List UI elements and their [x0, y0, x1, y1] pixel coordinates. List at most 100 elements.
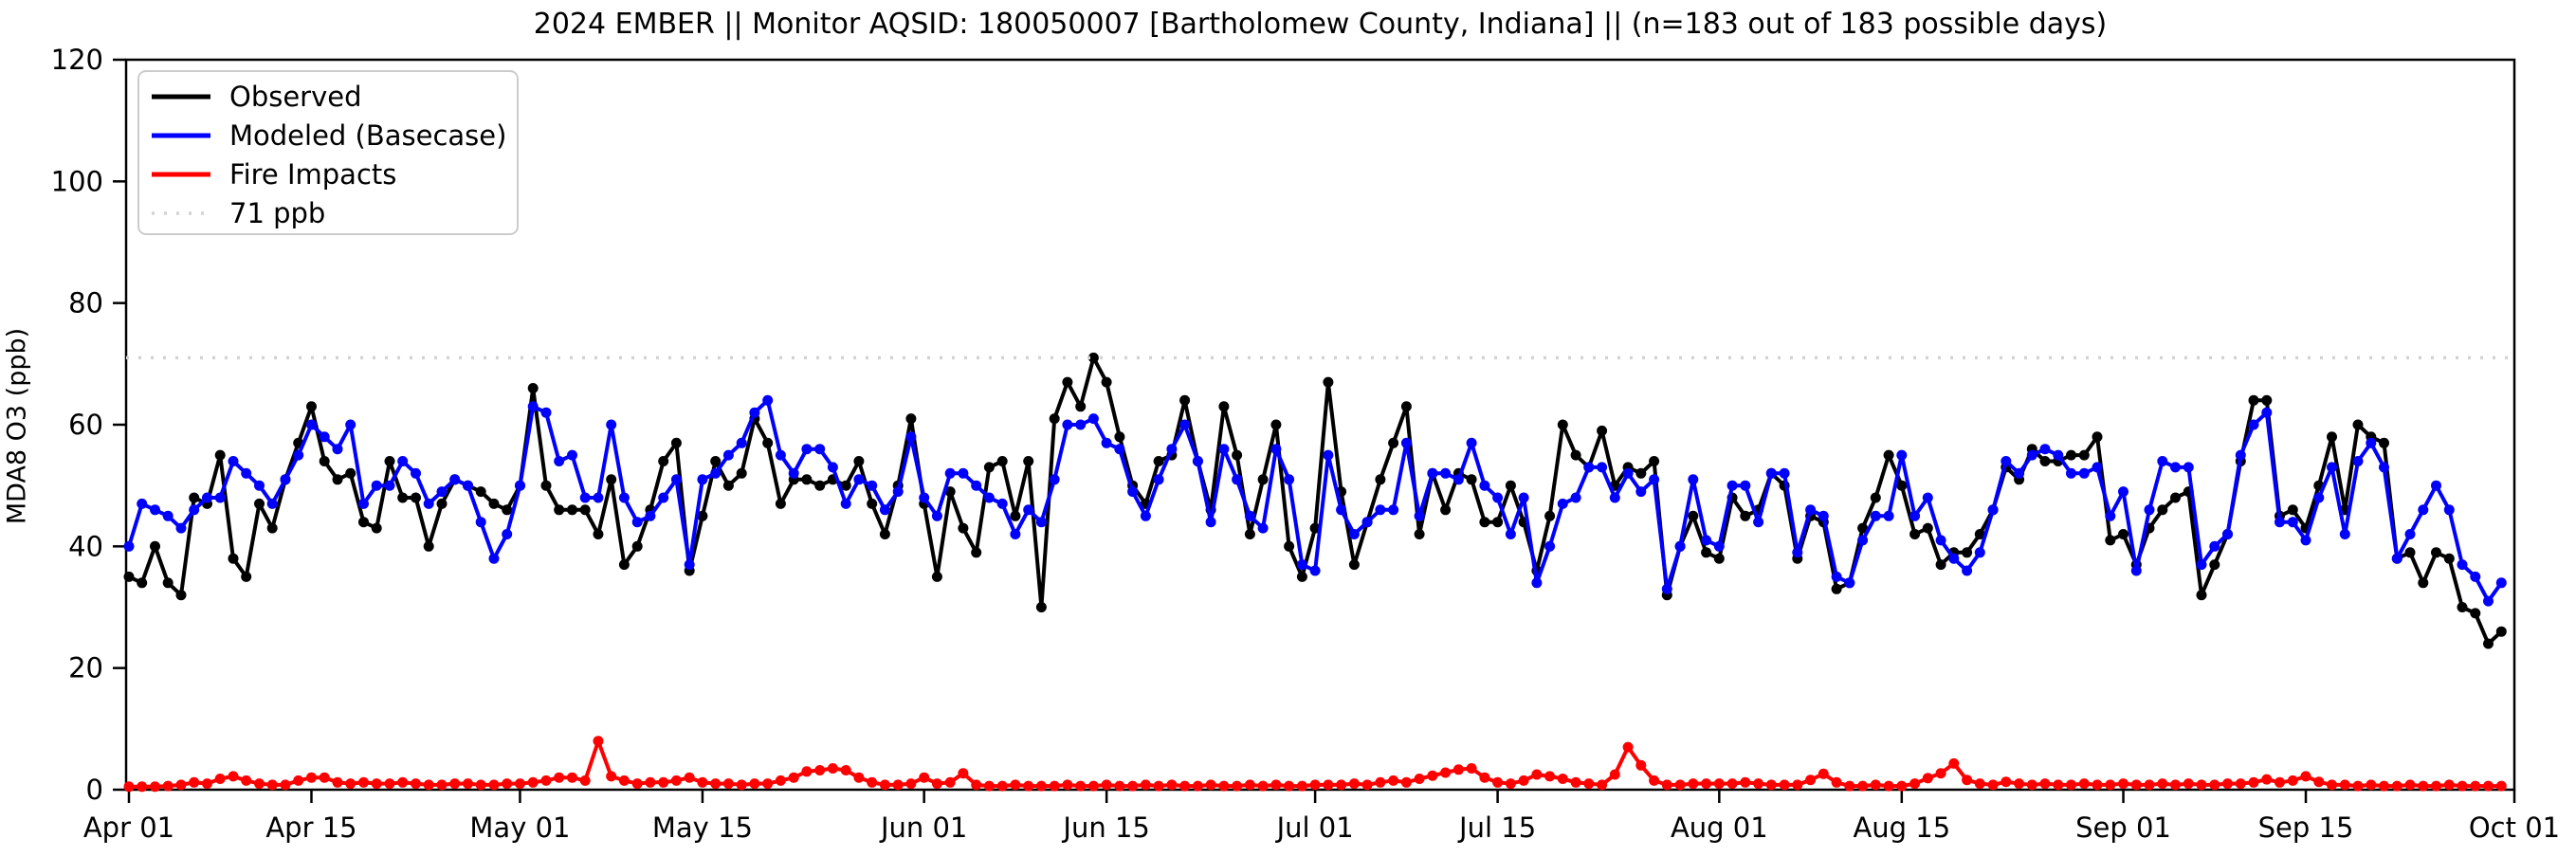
series-marker-fire	[175, 779, 187, 791]
series-marker-observed	[345, 467, 356, 479]
series-marker-observed	[971, 547, 982, 558]
series-marker-fire	[2026, 779, 2037, 791]
series-marker-fire	[2105, 779, 2116, 791]
series-marker-modeled	[749, 407, 760, 418]
series-marker-modeled	[2261, 407, 2273, 418]
series-marker-observed	[775, 498, 786, 509]
series-marker-fire	[2209, 779, 2220, 791]
series-marker-fire	[1883, 780, 1894, 792]
series-marker-modeled	[2026, 449, 2037, 461]
series-marker-fire	[319, 772, 330, 783]
series-marker-observed	[423, 540, 434, 552]
series-marker-fire	[332, 776, 343, 788]
series-marker-fire	[1361, 779, 1373, 791]
series-marker-observed	[1440, 504, 1452, 516]
series-marker-modeled	[710, 467, 722, 479]
series-marker-observed	[488, 498, 500, 509]
series-marker-modeled	[1348, 529, 1360, 539]
series-marker-observed	[2092, 431, 2103, 443]
series-marker-modeled	[1218, 444, 1230, 455]
series-marker-observed	[1466, 474, 1477, 485]
series-marker-observed	[631, 540, 643, 552]
series-marker-fire	[1035, 780, 1047, 792]
series-marker-observed	[1087, 352, 1099, 363]
series-marker-modeled	[1765, 467, 1777, 479]
series-marker-observed	[502, 504, 513, 516]
series-marker-fire	[749, 778, 760, 790]
series-marker-fire	[1987, 779, 1999, 791]
series-marker-modeled	[449, 474, 461, 485]
series-marker-modeled	[2483, 595, 2494, 607]
series-marker-modeled	[1740, 480, 1751, 491]
series-marker-observed	[228, 553, 239, 564]
series-marker-fire	[2170, 779, 2181, 791]
series-marker-fire	[1557, 774, 1568, 784]
series-marker-observed	[319, 456, 330, 466]
series-marker-observed	[618, 559, 630, 571]
series-marker-observed	[1701, 547, 1712, 558]
series-marker-observed	[2209, 559, 2220, 571]
series-marker-fire	[2418, 780, 2429, 792]
series-marker-observed	[593, 529, 604, 539]
series-marker-fire	[1010, 779, 1021, 791]
series-marker-fire	[1205, 779, 1216, 791]
series-marker-fire	[618, 775, 630, 786]
series-marker-modeled	[1635, 486, 1647, 498]
series-marker-observed	[1935, 559, 1946, 571]
series-marker-fire	[2196, 779, 2207, 791]
series-marker-fire	[983, 780, 995, 792]
series-marker-modeled	[2066, 467, 2076, 479]
series-marker-fire	[2313, 776, 2325, 788]
series-marker-fire	[1844, 780, 1855, 792]
series-marker-modeled	[502, 529, 513, 539]
series-marker-fire	[554, 772, 565, 783]
series-marker-fire	[293, 775, 304, 786]
series-marker-fire	[2327, 779, 2337, 791]
series-marker-fire	[358, 776, 369, 788]
series-marker-modeled	[358, 498, 369, 509]
series-marker-fire	[1414, 774, 1425, 784]
series-marker-modeled	[1753, 517, 1764, 528]
series-marker-modeled	[658, 492, 669, 503]
series-marker-modeled	[1583, 462, 1595, 473]
series-marker-observed	[214, 449, 226, 461]
series-marker-fire	[1635, 759, 1647, 771]
x-tick-label: Jul 15	[1457, 811, 1536, 844]
series-marker-modeled	[1688, 474, 1699, 485]
series-marker-observed	[1023, 456, 1034, 466]
series-marker-fire	[1466, 763, 1477, 774]
x-tick-label: Aug 01	[1671, 811, 1768, 844]
series-marker-modeled	[1922, 492, 1933, 503]
series-marker-modeled	[1792, 547, 1803, 558]
series-marker-observed	[371, 522, 382, 534]
series-marker-fire	[567, 772, 577, 783]
series-marker-modeled	[1244, 510, 1255, 521]
series-marker-fire	[371, 778, 382, 790]
series-marker-modeled	[1127, 486, 1139, 498]
series-marker-modeled	[1466, 437, 1477, 448]
series-marker-observed	[2170, 492, 2181, 503]
series-marker-observed	[1101, 376, 1112, 388]
series-marker-observed	[2039, 456, 2051, 466]
series-marker-observed	[1218, 401, 1230, 412]
series-marker-observed	[944, 486, 956, 498]
series-marker-observed	[606, 474, 617, 485]
series-marker-observed	[2404, 547, 2416, 558]
series-marker-modeled	[1609, 492, 1620, 503]
series-marker-fire	[1023, 780, 1034, 792]
series-marker-modeled	[1713, 540, 1725, 552]
series-marker-fire	[527, 776, 539, 788]
y-tick-label: 100	[51, 165, 103, 197]
series-marker-observed	[1883, 449, 1894, 461]
series-marker-modeled	[2235, 449, 2246, 461]
series-marker-fire	[1400, 776, 1412, 788]
series-marker-observed	[332, 474, 343, 485]
series-marker-modeled	[1232, 474, 1243, 485]
y-tick-label: 80	[68, 287, 103, 319]
series-marker-fire	[1779, 779, 1790, 791]
series-marker-observed	[1114, 431, 1125, 443]
legend-label: 71 ppb	[229, 197, 325, 229]
series-marker-modeled	[853, 474, 865, 485]
series-marker-modeled	[1857, 535, 1869, 546]
series-marker-fire	[1531, 769, 1543, 780]
